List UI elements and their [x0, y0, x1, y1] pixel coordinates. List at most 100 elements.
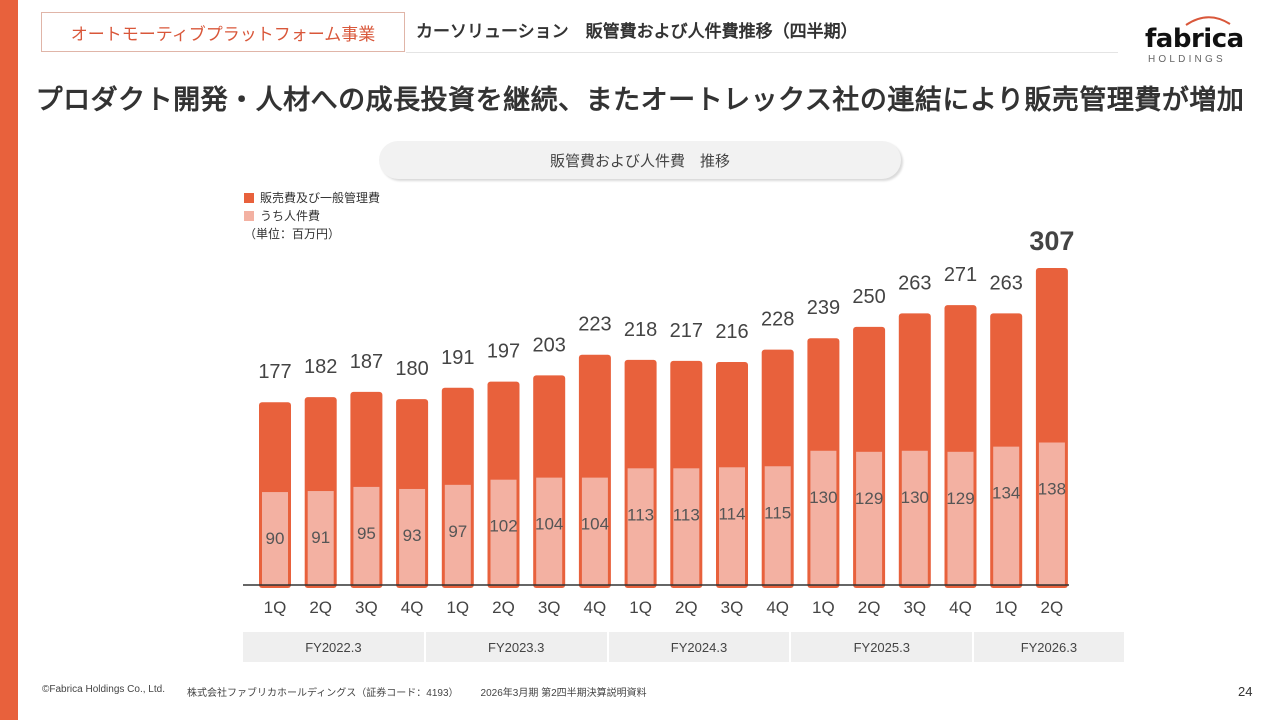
chart-title: 販管費および人件費 推移 [379, 141, 901, 179]
data-label-sga: 250 [852, 286, 885, 308]
legend-swatch-sga [244, 193, 254, 203]
data-label-personnel: 113 [627, 505, 654, 524]
bar-personnel [901, 450, 928, 585]
data-label-personnel: 104 [535, 515, 563, 534]
data-label-sga: 216 [715, 321, 748, 343]
data-label-sga: 203 [533, 334, 566, 356]
x-tick-label: 3Q [538, 598, 561, 617]
x-tick-label: 2Q [492, 598, 515, 617]
data-label-personnel: 114 [718, 504, 745, 523]
legend-label-sga: 販売費及び一般管理費 [260, 191, 381, 205]
logo-arc-icon [1185, 16, 1231, 26]
bar-personnel [764, 466, 791, 585]
data-label-sga: 223 [578, 314, 611, 336]
data-label-sga: 271 [944, 264, 977, 286]
fiscal-year-row: FY2022.3 FY2023.3 FY2024.3 FY2025.3 FY2026.3 [243, 632, 1126, 662]
legend-unit: （単位：百万円） [244, 227, 341, 241]
fiscal-year-label: FY2023.3 [425, 632, 607, 662]
header-divider [406, 52, 1118, 53]
bar-personnel [947, 451, 974, 585]
data-label-sga: 191 [441, 347, 474, 369]
data-label-personnel: 95 [357, 524, 376, 543]
bar-personnel [581, 477, 608, 585]
x-tick-label: 4Q [766, 598, 789, 617]
x-tick-label: 4Q [949, 598, 972, 617]
data-label-sga: 187 [350, 351, 383, 373]
slide-subtitle: カーソリューション 販管費および人件費推移（四半期） [416, 22, 858, 42]
footer-company: 株式会社ファブリカホールディングス（証券コード：4193） [186, 688, 459, 699]
logo-subtext: HOLDINGS [1148, 54, 1226, 65]
fiscal-year-label: FY2024.3 [608, 632, 790, 662]
legend-label-personnel: うち人件費 [260, 209, 321, 223]
data-label-sga: 197 [487, 341, 520, 363]
x-tick-label: 3Q [355, 598, 378, 617]
fabrica-logo: fabrica HOLDINGS [1140, 12, 1244, 65]
x-tick-label: 1Q [446, 598, 469, 617]
data-label-personnel: 115 [764, 503, 791, 522]
segment-tag-label: オートモーティブプラットフォーム事業 [70, 24, 376, 45]
bar-personnel [810, 450, 837, 585]
data-label-personnel: 134 [992, 484, 1020, 503]
bar-personnel [262, 492, 288, 585]
bar-personnel [490, 479, 517, 585]
x-tick-label: 1Q [812, 598, 835, 617]
data-label-sga: 239 [807, 297, 840, 319]
x-tick-label: 4Q [401, 598, 424, 617]
legend-item-sga: 販売費及び一般管理費 [244, 189, 380, 207]
x-tick-label: 1Q [264, 598, 287, 617]
bar-personnel [993, 446, 1020, 585]
bar-personnel [444, 484, 471, 585]
bar-personnel [673, 468, 700, 585]
x-tick-label: 3Q [903, 598, 926, 617]
chart-title-label: 販管費および人件費 推移 [549, 151, 730, 170]
chart-legend: 販売費及び一般管理費 うち人件費 （単位：百万円） [244, 189, 380, 243]
x-tick-label: 4Q [584, 598, 607, 617]
data-label-personnel: 104 [581, 515, 609, 534]
data-label-sga: 177 [258, 361, 291, 383]
legend-swatch-personnel [244, 211, 254, 221]
data-label-personnel: 102 [489, 517, 517, 536]
data-label-personnel: 129 [946, 489, 974, 508]
bar-personnel [1038, 442, 1065, 585]
legend-item-personnel: うち人件費 [244, 207, 380, 225]
data-label-personnel: 97 [448, 522, 467, 541]
data-label-sga: 228 [761, 309, 794, 331]
data-label-sga: 307 [1029, 226, 1074, 256]
data-label-personnel: 129 [855, 489, 883, 508]
bar-personnel [536, 477, 563, 585]
data-label-personnel: 130 [901, 488, 929, 507]
data-label-sga: 182 [304, 356, 337, 378]
footer-document: 2026年3月期 第2四半期決算説明資料 [480, 688, 647, 699]
fiscal-year-label: FY2026.3 [974, 632, 1124, 662]
x-tick-label: 3Q [721, 598, 744, 617]
data-label-sga: 218 [624, 319, 657, 341]
data-label-personnel: 91 [311, 528, 330, 547]
headline: プロダクト開発・人材への成長投資を継続、またオートレックス社の連結により販売管理… [35, 85, 1245, 116]
logo-wordmark: fabrica [1145, 24, 1244, 54]
data-label-personnel: 113 [673, 505, 700, 524]
fiscal-year-label: FY2025.3 [791, 632, 973, 662]
data-label-personnel: 130 [809, 488, 837, 507]
x-tick-label: 1Q [629, 598, 652, 617]
data-label-sga: 180 [395, 358, 428, 380]
footer: ©Fabrica Holdings Co., Ltd. 株式会社ファブリカホール… [42, 684, 647, 699]
x-tick-label: 2Q [1041, 598, 1064, 617]
data-label-personnel: 90 [266, 529, 285, 548]
accent-side-bar [0, 0, 18, 720]
bar-personnel [307, 491, 334, 585]
bar-personnel [399, 488, 426, 585]
data-label-sga: 217 [670, 320, 703, 342]
page-number: 24 [1238, 684, 1253, 699]
x-tick-label: 1Q [995, 598, 1018, 617]
x-tick-label: 2Q [858, 598, 881, 617]
fiscal-year-label: FY2022.3 [243, 632, 424, 662]
x-tick-label: 2Q [309, 598, 332, 617]
segment-tag: オートモーティブプラットフォーム事業 [41, 12, 405, 52]
bar-personnel [719, 467, 745, 585]
bar-personnel [353, 486, 380, 585]
x-tick-label: 2Q [675, 598, 698, 617]
data-label-personnel: 138 [1038, 480, 1066, 499]
bar-personnel [627, 468, 654, 585]
bar-personnel [856, 451, 883, 585]
